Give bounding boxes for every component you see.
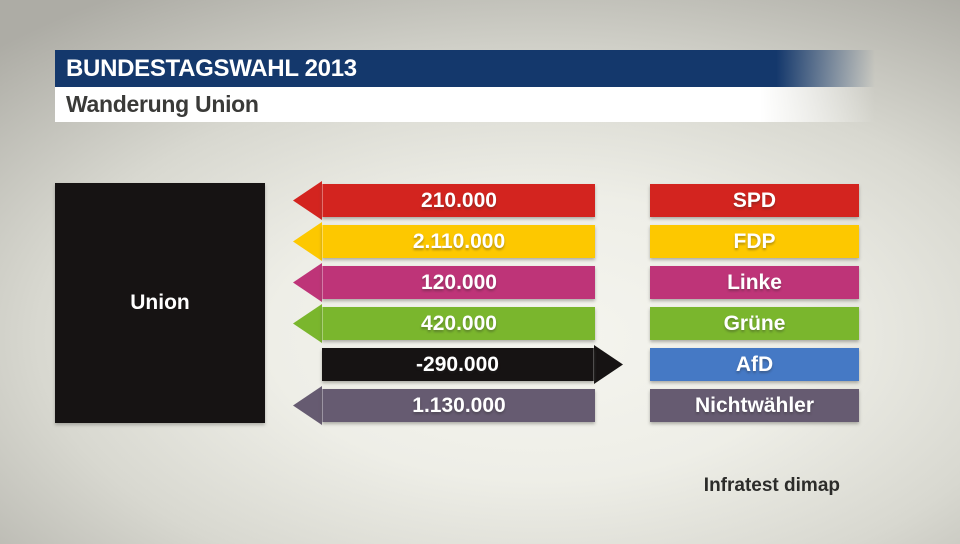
arrow-bar: 2.110.000 — [322, 225, 595, 258]
flow-value: -290.000 — [416, 352, 499, 376]
header-bar: BUNDESTAGSWAHL 2013 — [55, 50, 875, 87]
arrow-bar: 210.000 — [322, 184, 595, 217]
flow-row-fdp: 2.110.000 FDP — [0, 222, 960, 261]
flow-value: 120.000 — [421, 270, 497, 294]
page-title: BUNDESTAGSWAHL 2013 — [66, 54, 357, 82]
flow-value: 1.130.000 — [412, 393, 506, 417]
arrow-head-icon — [594, 345, 623, 384]
origin-label: Union — [130, 291, 190, 314]
party-box: AfD — [650, 348, 859, 381]
flow-value: 2.110.000 — [412, 229, 506, 253]
party-label: Grüne — [723, 311, 786, 335]
party-label: Linke — [727, 270, 782, 294]
party-box: Linke — [650, 266, 859, 299]
party-box: FDP — [650, 225, 859, 258]
page-subtitle: Wanderung Union — [66, 91, 259, 117]
arrow-bar: 120.000 — [322, 266, 595, 299]
party-label: Nichtwähler — [694, 393, 815, 417]
source-credit: Infratest dimap — [703, 475, 840, 496]
subtitle-bar: Wanderung Union — [55, 87, 875, 122]
origin-box: Union — [55, 183, 265, 423]
flow-row-grüne: 420.000 Grüne — [0, 304, 960, 343]
flow-row-nichtwähler: 1.130.000 Nichtwähler — [0, 386, 960, 425]
party-box: Grüne — [650, 307, 859, 340]
arrow-bar: 420.000 — [322, 307, 595, 340]
party-label: FDP — [733, 229, 776, 253]
flow-row-afd: -290.000 AfD — [0, 345, 960, 384]
arrow-head-icon — [293, 181, 322, 220]
arrow-head-icon — [293, 386, 322, 425]
flow-rows: 210.000 SPD 2.110.000 FDP 120.000 Linke … — [0, 181, 960, 430]
arrow-bar: -290.000 — [322, 348, 594, 381]
party-box: Nichtwähler — [650, 389, 859, 422]
arrow-head-icon — [293, 304, 322, 343]
flow-value: 210.000 — [421, 188, 497, 212]
party-label: SPD — [732, 188, 777, 212]
flow-value: 420.000 — [421, 311, 497, 335]
arrow-head-icon — [293, 263, 322, 302]
flow-row-spd: 210.000 SPD — [0, 181, 960, 220]
party-label: AfD — [735, 352, 774, 376]
party-box: SPD — [650, 184, 859, 217]
arrow-bar: 1.130.000 — [322, 389, 595, 422]
arrow-head-icon — [293, 222, 322, 261]
flow-row-linke: 120.000 Linke — [0, 263, 960, 302]
